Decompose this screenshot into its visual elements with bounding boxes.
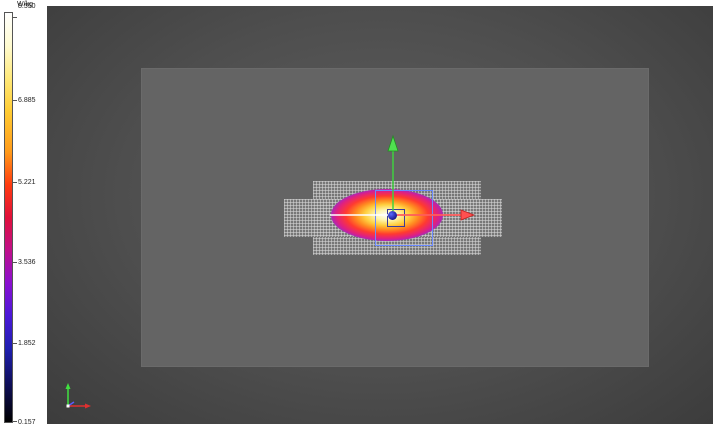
y-axis-arrowhead: [387, 134, 399, 152]
colorbar-tick-label: 1.852: [18, 340, 36, 347]
orientation-gizmo: [65, 383, 91, 409]
zoom-scan-inner-box: [387, 209, 405, 227]
colorbar-tick: [13, 343, 17, 344]
colorbar-unit-label: W/kg: [17, 1, 33, 8]
gizmo-origin: [66, 404, 70, 408]
colorbar-tick-label-max: 8.550: [18, 3, 36, 10]
colorbar-tick-label: 5.221: [18, 179, 36, 186]
colorbar-tick-label: 6.885: [18, 97, 36, 104]
colorbar-tick: [13, 182, 17, 183]
sar-colorbar-legend: W/kg 8.550 6.885 5.221 3.536 1.852 0.157: [0, 0, 46, 427]
x-axis-arrowhead: [460, 209, 476, 221]
colorbar-tick: [13, 17, 17, 18]
gizmo-y-arrowhead: [65, 383, 71, 389]
colorbar-tick-label-min: 0.157: [18, 419, 36, 426]
colorbar-tick-label: 3.536: [18, 259, 36, 266]
origin-marker-sphere: [388, 211, 397, 220]
gizmo-x-arrowhead: [85, 403, 91, 409]
axes-overlay: [65, 134, 476, 409]
colorbar-tick: [13, 100, 17, 101]
zoom-scan-box: [375, 190, 433, 246]
colorbar-tick: [13, 421, 17, 422]
3d-viewport[interactable]: [47, 6, 713, 424]
colorbar-tick: [13, 262, 17, 263]
colorbar-gradient: [4, 12, 13, 423]
